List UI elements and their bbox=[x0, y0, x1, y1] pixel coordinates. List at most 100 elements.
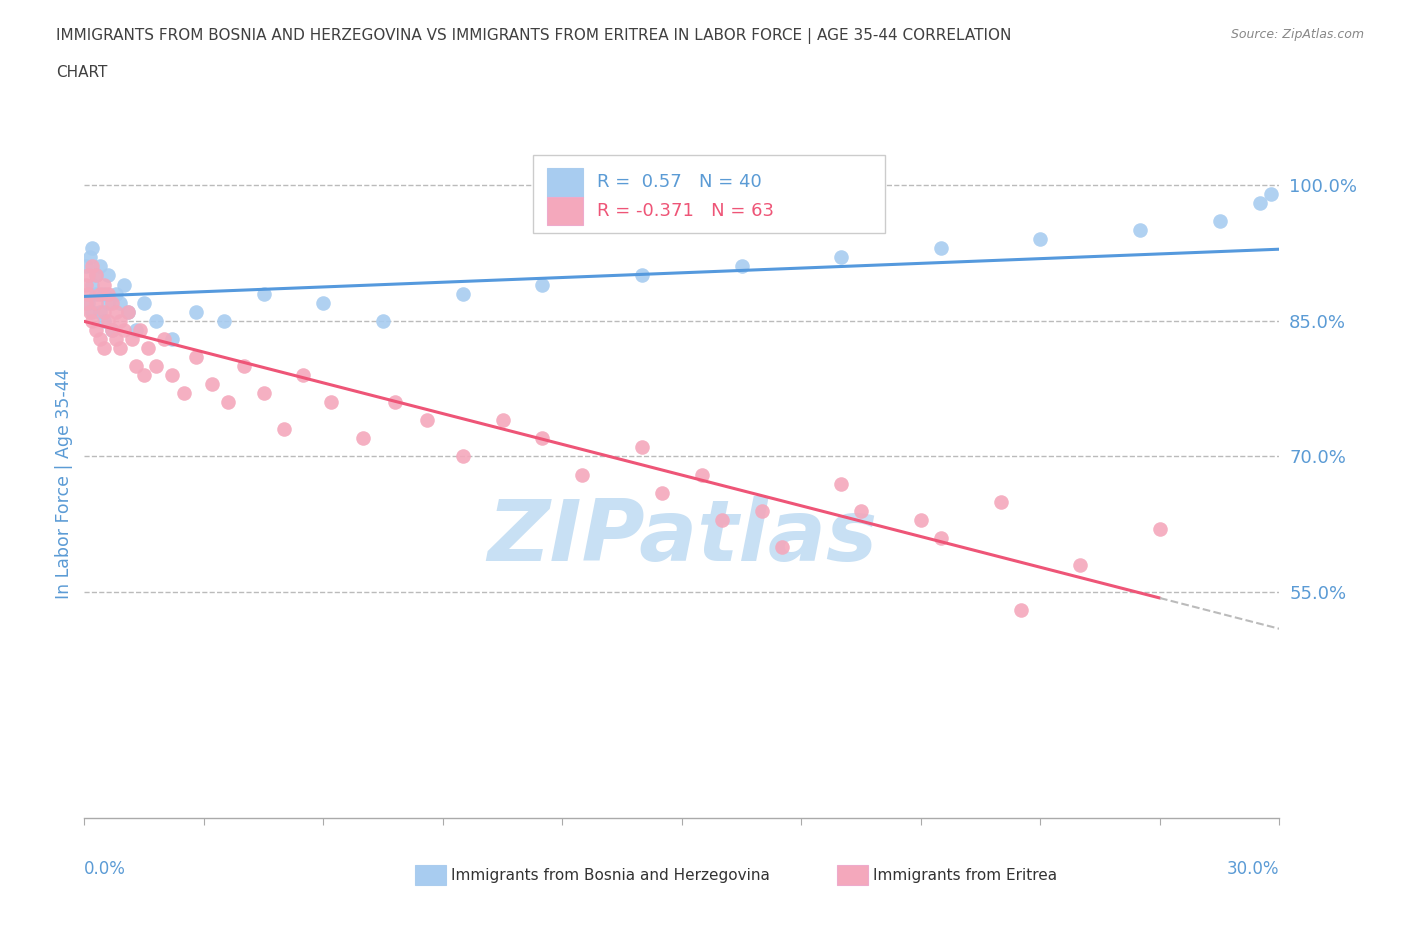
Point bbox=[105, 304, 128, 319]
Point bbox=[990, 494, 1012, 509]
Point bbox=[112, 277, 135, 292]
Point bbox=[82, 277, 104, 292]
Point bbox=[82, 304, 104, 319]
Point bbox=[451, 449, 474, 464]
Point bbox=[75, 259, 97, 273]
Point bbox=[631, 440, 654, 455]
Point bbox=[690, 467, 713, 482]
Point bbox=[371, 313, 394, 328]
Point bbox=[929, 530, 952, 545]
FancyBboxPatch shape bbox=[547, 197, 582, 225]
Point bbox=[93, 313, 115, 328]
Point bbox=[212, 313, 235, 328]
Point bbox=[312, 295, 335, 310]
Point bbox=[86, 268, 108, 283]
Point bbox=[929, 241, 952, 256]
Point bbox=[1129, 223, 1152, 238]
Text: CHART: CHART bbox=[56, 65, 108, 80]
Point bbox=[451, 286, 474, 301]
Point bbox=[82, 241, 104, 256]
Point bbox=[77, 286, 100, 301]
Point bbox=[125, 359, 148, 374]
Y-axis label: In Labor Force | Age 35-44: In Labor Force | Age 35-44 bbox=[55, 368, 73, 599]
Point bbox=[105, 286, 128, 301]
Point bbox=[751, 503, 773, 518]
Point bbox=[97, 295, 120, 310]
Point bbox=[132, 367, 156, 382]
Point bbox=[93, 286, 115, 301]
Point bbox=[117, 304, 139, 319]
Point bbox=[101, 323, 124, 338]
Point bbox=[89, 259, 111, 273]
Point bbox=[384, 394, 406, 409]
Point bbox=[1208, 214, 1230, 229]
Point bbox=[173, 386, 195, 401]
Point bbox=[571, 467, 593, 482]
Point bbox=[89, 304, 111, 319]
Point bbox=[1149, 522, 1171, 537]
Point bbox=[129, 323, 152, 338]
Point bbox=[136, 340, 159, 355]
Point bbox=[97, 286, 120, 301]
Text: R =  0.57   N = 40: R = 0.57 N = 40 bbox=[598, 174, 762, 192]
Point bbox=[731, 259, 754, 273]
Point bbox=[121, 331, 143, 346]
Point bbox=[79, 250, 101, 265]
Point bbox=[770, 539, 793, 554]
Point bbox=[110, 340, 132, 355]
Point bbox=[651, 485, 673, 500]
Text: Immigrants from Eritrea: Immigrants from Eritrea bbox=[873, 868, 1057, 883]
Point bbox=[160, 367, 183, 382]
Point bbox=[89, 286, 111, 301]
Point bbox=[531, 277, 554, 292]
Point bbox=[710, 512, 733, 527]
Point bbox=[1249, 195, 1271, 210]
Point bbox=[631, 268, 654, 283]
Text: Source: ZipAtlas.com: Source: ZipAtlas.com bbox=[1230, 28, 1364, 41]
Point bbox=[97, 313, 120, 328]
Point bbox=[105, 331, 128, 346]
Point bbox=[253, 286, 276, 301]
Point bbox=[75, 295, 97, 310]
Point bbox=[292, 367, 315, 382]
Point bbox=[77, 268, 100, 283]
Point bbox=[321, 394, 343, 409]
Point bbox=[416, 413, 439, 428]
Point bbox=[77, 295, 100, 310]
Point bbox=[531, 431, 554, 445]
Point bbox=[75, 277, 97, 292]
Point bbox=[79, 304, 101, 319]
Point bbox=[97, 268, 120, 283]
Point bbox=[82, 259, 104, 273]
Text: ZIPatlas: ZIPatlas bbox=[486, 496, 877, 578]
Point bbox=[273, 422, 295, 437]
Point bbox=[160, 331, 183, 346]
Point bbox=[201, 377, 224, 392]
Point bbox=[217, 394, 239, 409]
Text: Immigrants from Bosnia and Herzegovina: Immigrants from Bosnia and Herzegovina bbox=[451, 868, 770, 883]
Point bbox=[849, 503, 872, 518]
FancyBboxPatch shape bbox=[547, 168, 582, 196]
Point bbox=[82, 313, 104, 328]
Point bbox=[86, 286, 108, 301]
Point bbox=[184, 350, 207, 365]
Point bbox=[830, 250, 852, 265]
Point bbox=[352, 431, 374, 445]
Point bbox=[1069, 558, 1091, 573]
Point bbox=[86, 268, 108, 283]
Point bbox=[232, 359, 254, 374]
Point bbox=[101, 323, 124, 338]
FancyBboxPatch shape bbox=[533, 155, 886, 232]
Text: 30.0%: 30.0% bbox=[1227, 860, 1279, 878]
Text: 0.0%: 0.0% bbox=[84, 860, 127, 878]
Point bbox=[1260, 187, 1282, 202]
Point bbox=[1010, 603, 1032, 618]
Text: IMMIGRANTS FROM BOSNIA AND HERZEGOVINA VS IMMIGRANTS FROM ERITREA IN LABOR FORCE: IMMIGRANTS FROM BOSNIA AND HERZEGOVINA V… bbox=[56, 28, 1011, 44]
Point bbox=[830, 476, 852, 491]
Point bbox=[253, 386, 276, 401]
Point bbox=[110, 313, 132, 328]
Point bbox=[93, 304, 115, 319]
Point bbox=[492, 413, 515, 428]
Point bbox=[1029, 232, 1052, 246]
Text: R = -0.371   N = 63: R = -0.371 N = 63 bbox=[598, 202, 775, 219]
